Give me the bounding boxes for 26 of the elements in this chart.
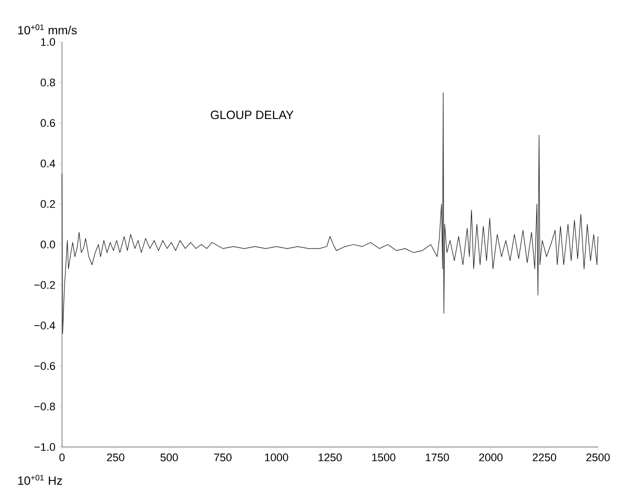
- x-tick-label: 2250: [532, 454, 556, 462]
- y-tick-label: −0.6: [34, 362, 56, 370]
- x-tick-label: 2500: [586, 454, 610, 462]
- x-tick-label: 0: [59, 454, 65, 462]
- annotation: GLOUP DELAY: [210, 110, 294, 120]
- x-tick-label: 1750: [426, 454, 449, 462]
- x-tick-label: 2000: [479, 454, 503, 462]
- line-series: [62, 92, 598, 334]
- x-tick-label: 1250: [318, 454, 342, 462]
- x-tick-label: 1000: [265, 454, 288, 462]
- x-tick-label: 500: [160, 454, 178, 462]
- y-tick-label: −0.2: [34, 281, 55, 289]
- y-tick-label: −0.4: [34, 322, 56, 330]
- y-tick-label: −1.0: [34, 443, 56, 451]
- y-axis-title: 10$^{+01}$ mm/s: [18, 24, 77, 34]
- x-tick-label: 750: [214, 454, 232, 462]
- x-axis-title: 10$^{+01}$ Hz: [18, 474, 62, 485]
- y-tick-label: 1.0: [41, 38, 56, 46]
- y-tick-label: −0.8: [34, 402, 56, 410]
- y-tick-label: 0.6: [40, 119, 56, 127]
- x-tick-label: 1500: [372, 454, 396, 462]
- x-tick-label: 250: [107, 454, 124, 462]
- y-tick-label: 0.4: [40, 160, 56, 168]
- y-tick-label: 0.0: [40, 240, 56, 248]
- y-tick-label: 0.8: [40, 78, 56, 86]
- y-tick-label: 0.2: [40, 200, 55, 208]
